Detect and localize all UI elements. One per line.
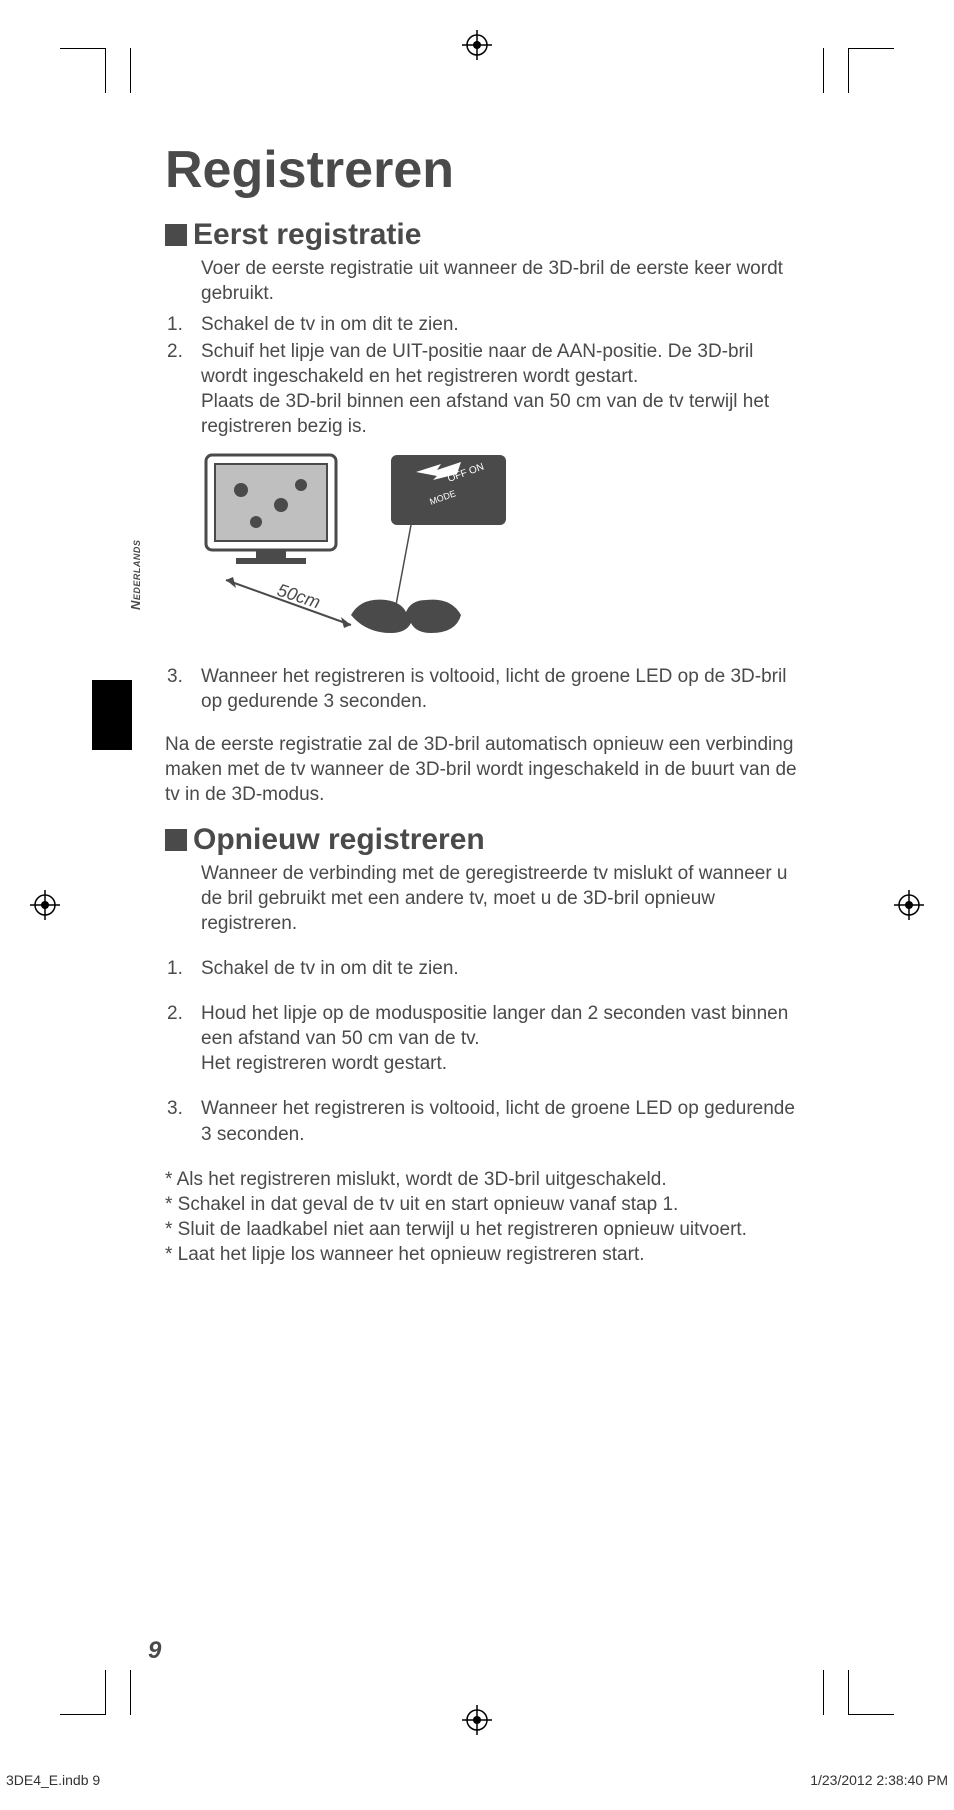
section2-notes: * Als het registreren mislukt, wordt de …	[165, 1167, 805, 1267]
crop-mark	[60, 1714, 105, 1715]
list-text: Schakel de tv in om dit te zien.	[201, 956, 805, 981]
list-number: 3.	[165, 664, 201, 714]
list-number: 1.	[165, 312, 201, 337]
section2-list: 1. Schakel de tv in om dit te zien. 2. H…	[165, 956, 805, 1146]
crop-mark	[130, 48, 131, 93]
section1-list: 1. Schakel de tv in om dit te zien. 2. S…	[165, 312, 805, 439]
list-text: Schakel de tv in om dit te zien.	[201, 312, 805, 337]
square-bullet-icon	[165, 224, 187, 246]
crop-mark	[849, 1714, 894, 1715]
list-item: 3. Wanneer het registreren is voltooid, …	[165, 664, 805, 714]
registration-mark-icon	[462, 30, 492, 60]
crop-mark	[823, 48, 824, 93]
list-text: Wanneer het registreren is voltooid, lic…	[201, 1096, 805, 1146]
section1-after-text: Na de eerste registratie zal de 3D-bril …	[165, 732, 805, 807]
footer-filename: 3DE4_E.indb 9	[6, 1772, 100, 1788]
crop-mark	[823, 1670, 824, 1715]
list-text: Wanneer het registreren is voltooid, lic…	[201, 664, 805, 714]
section1-list-cont: 3. Wanneer het registreren is voltooid, …	[165, 664, 805, 714]
list-number: 3.	[165, 1096, 201, 1146]
crop-mark	[848, 1670, 849, 1715]
crop-mark	[105, 48, 106, 93]
tv-glasses-figure: 50cm OFF ON MODE	[201, 450, 511, 650]
heading-text: Opnieuw registreren	[193, 823, 485, 856]
square-bullet-icon	[165, 829, 187, 851]
note-text: * Als het registreren mislukt, wordt de …	[165, 1167, 805, 1192]
figure-distance-label: 50cm	[275, 579, 323, 612]
list-item: 1. Schakel de tv in om dit te zien.	[165, 312, 805, 337]
page-title: Registreren	[165, 140, 805, 200]
list-text: Schuif het lipje van de UIT-positie naar…	[201, 339, 805, 439]
section2-intro: Wanneer de verbinding met de geregistree…	[201, 861, 805, 936]
section-heading-first-registration: Eerst registratie	[165, 218, 805, 252]
list-item: 2. Schuif het lipje van de UIT-positie n…	[165, 339, 805, 439]
crop-mark	[848, 48, 849, 93]
list-number: 2.	[165, 1001, 201, 1076]
section-heading-re-register: Opnieuw registreren	[165, 823, 805, 857]
list-text: Houd het lipje op de moduspositie langer…	[201, 1001, 805, 1076]
registration-mark-icon	[894, 890, 924, 920]
thumb-tab	[92, 680, 132, 750]
list-item: 3. Wanneer het registreren is voltooid, …	[165, 1096, 805, 1146]
footer-timestamp: 1/23/2012 2:38:40 PM	[810, 1772, 948, 1788]
crop-mark	[105, 1670, 106, 1715]
registration-mark-icon	[462, 1705, 492, 1735]
crop-mark	[60, 48, 105, 49]
page-number: 9	[148, 1637, 161, 1665]
registration-mark-icon	[30, 890, 60, 920]
list-item: 2. Houd het lipje op de moduspositie lan…	[165, 1001, 805, 1076]
note-text: * Schakel in dat geval de tv uit en star…	[165, 1192, 805, 1217]
list-number: 1.	[165, 956, 201, 981]
language-side-label: Nederlands	[128, 540, 143, 610]
list-item: 1. Schakel de tv in om dit te zien.	[165, 956, 805, 981]
section1-intro: Voer de eerste registratie uit wanneer d…	[201, 256, 805, 306]
list-number: 2.	[165, 339, 201, 439]
note-text: * Sluit de laadkabel niet aan terwijl u …	[165, 1217, 805, 1242]
heading-text: Eerst registratie	[193, 218, 421, 251]
crop-mark	[130, 1670, 131, 1715]
page-content: Registreren Eerst registratie Voer de ee…	[165, 140, 805, 1267]
note-text: * Laat het lipje los wanneer het opnieuw…	[165, 1242, 805, 1267]
crop-mark	[849, 48, 894, 49]
